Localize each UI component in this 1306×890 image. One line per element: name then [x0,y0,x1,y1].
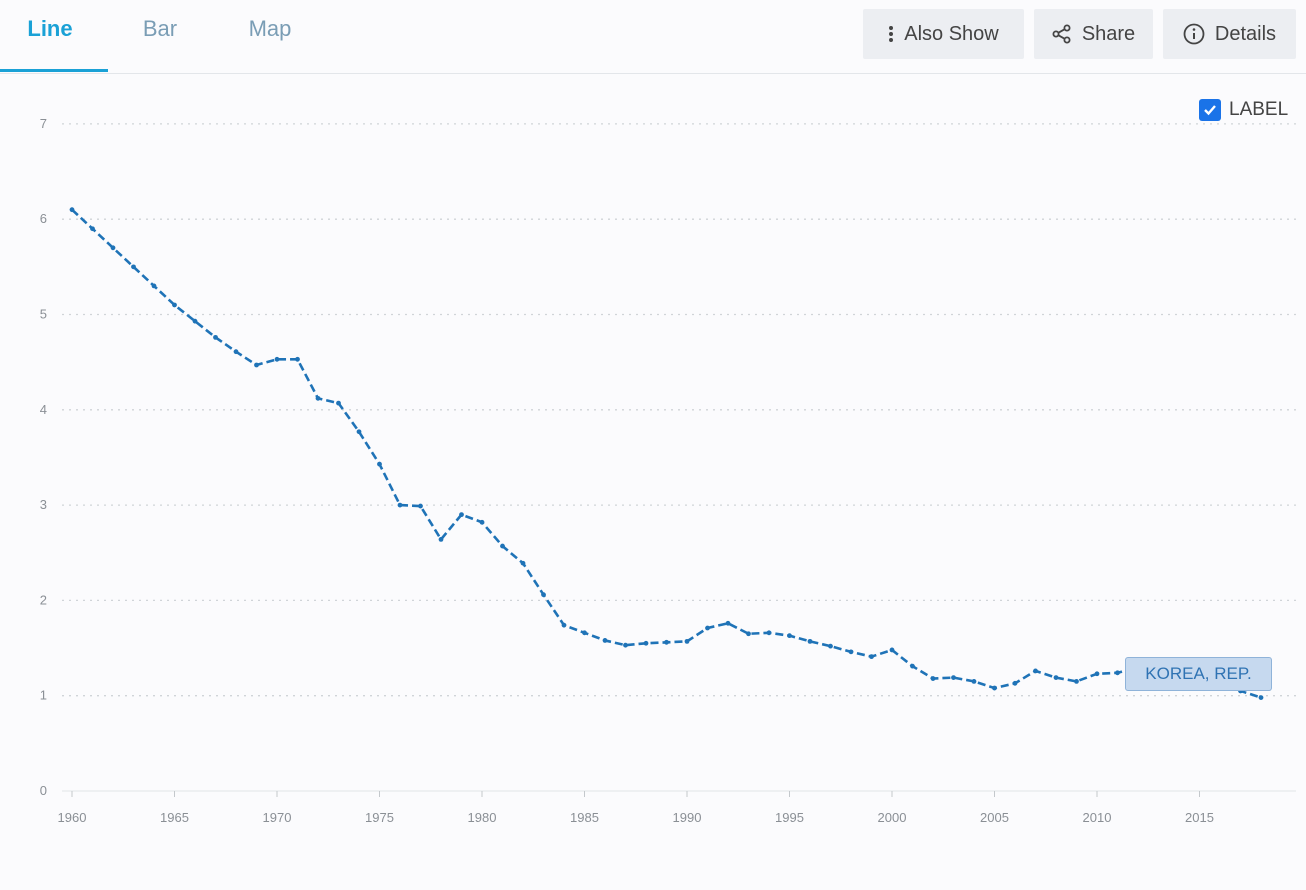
data-point [110,245,116,251]
y-tick-label: 5 [40,307,47,322]
x-tick-label: 2000 [878,810,907,825]
x-tick-label: 1980 [468,810,497,825]
data-point [151,283,157,289]
x-tick-label: 2005 [980,810,1009,825]
data-point [766,630,772,636]
x-tick-label: 2010 [1083,810,1112,825]
data-point [541,592,546,598]
data-point [582,630,587,636]
data-point [623,642,628,648]
also-show-label: Also Show [904,22,999,45]
data-point [1053,675,1059,680]
data-point [131,264,136,270]
data-point [172,302,177,308]
data-point [602,638,608,643]
data-point [1094,671,1100,677]
data-point [951,675,956,680]
data-point [848,649,854,655]
data-point [274,356,280,362]
y-axis: 0 1 2 3 4 5 6 7 [40,116,47,798]
series-label: KOREA, REP. [1125,657,1272,691]
y-tick-label: 1 [40,688,47,703]
active-tab-indicator [0,69,108,72]
label-checkbox[interactable] [1199,99,1221,121]
data-point [643,640,649,646]
data-point [233,349,239,355]
data-point [254,362,259,368]
y-tick-label: 6 [40,211,47,226]
data-point [336,400,341,406]
data-point [459,512,464,518]
data-point [561,622,567,628]
data-point [664,639,669,645]
data-point [828,643,833,649]
data-point [869,654,874,660]
x-tick-label: 1975 [365,810,394,825]
y-tick-label: 0 [40,783,47,798]
details-label: Details [1214,22,1277,45]
y-tick-label: 3 [40,497,47,512]
label-toggle[interactable]: LABEL [1199,98,1288,122]
share-icon [1052,24,1072,44]
x-axis: 1960 1965 1970 1975 1980 1985 1990 1995 2000 2005… [58,790,1296,825]
details-button[interactable]: Details [1163,9,1296,59]
data-point [705,625,710,631]
chart-view-toolbar: Line Bar Map Also Show Share [0,0,1306,74]
share-button[interactable]: Share [1034,9,1153,59]
x-tick-label: 2015 [1185,810,1214,825]
data-point [315,395,321,401]
tab-map[interactable]: Map [248,16,292,41]
x-tick-label: 1970 [263,810,292,825]
data-point [1074,679,1079,684]
data-point [438,537,444,542]
checkmark-icon [1204,105,1216,116]
chart-gridlines [62,123,1296,697]
also-show-button[interactable]: Also Show [863,9,1024,59]
data-point [971,679,977,684]
data-point [992,685,997,691]
tab-line[interactable]: Line [27,16,73,41]
x-tick-label: 1960 [58,810,87,825]
line-chart: 0 1 2 3 4 5 6 7 1960 1965 1970 1975 1980 1985 1990 199… [40,116,1296,825]
data-point [1258,695,1264,701]
label-toggle-text: LABEL [1229,99,1289,120]
more-vertical-icon [888,25,894,43]
data-point [295,356,300,362]
data-point [418,503,423,509]
data-point [1012,680,1018,686]
data-point [69,207,75,213]
data-point [725,620,731,626]
data-point [1115,670,1120,676]
data-point [930,676,936,681]
data-point [213,334,218,340]
y-tick-label: 7 [40,116,47,131]
data-point [910,663,915,669]
data-point [192,318,198,324]
data-point [746,631,751,637]
data-point [1033,668,1038,674]
x-tick-label: 1965 [160,810,189,825]
data-point [90,226,95,232]
share-label: Share [1081,22,1136,45]
x-tick-label: 1985 [570,810,599,825]
x-tick-label: 1990 [673,810,702,825]
y-tick-label: 4 [40,402,47,417]
tab-bar[interactable]: Bar [142,16,178,41]
data-point [889,647,895,653]
data-point [356,429,362,435]
data-point [397,502,403,508]
data-point [684,638,690,644]
info-icon [1183,23,1205,45]
chart-series [69,207,1264,701]
data-point [377,461,382,467]
data-point [520,560,526,566]
series-line [71,208,1262,699]
data-point [787,633,792,639]
y-tick-label: 2 [40,592,47,607]
data-point [479,519,485,525]
data-point [500,543,505,549]
data-point [807,638,813,644]
x-tick-label: 1995 [775,810,804,825]
